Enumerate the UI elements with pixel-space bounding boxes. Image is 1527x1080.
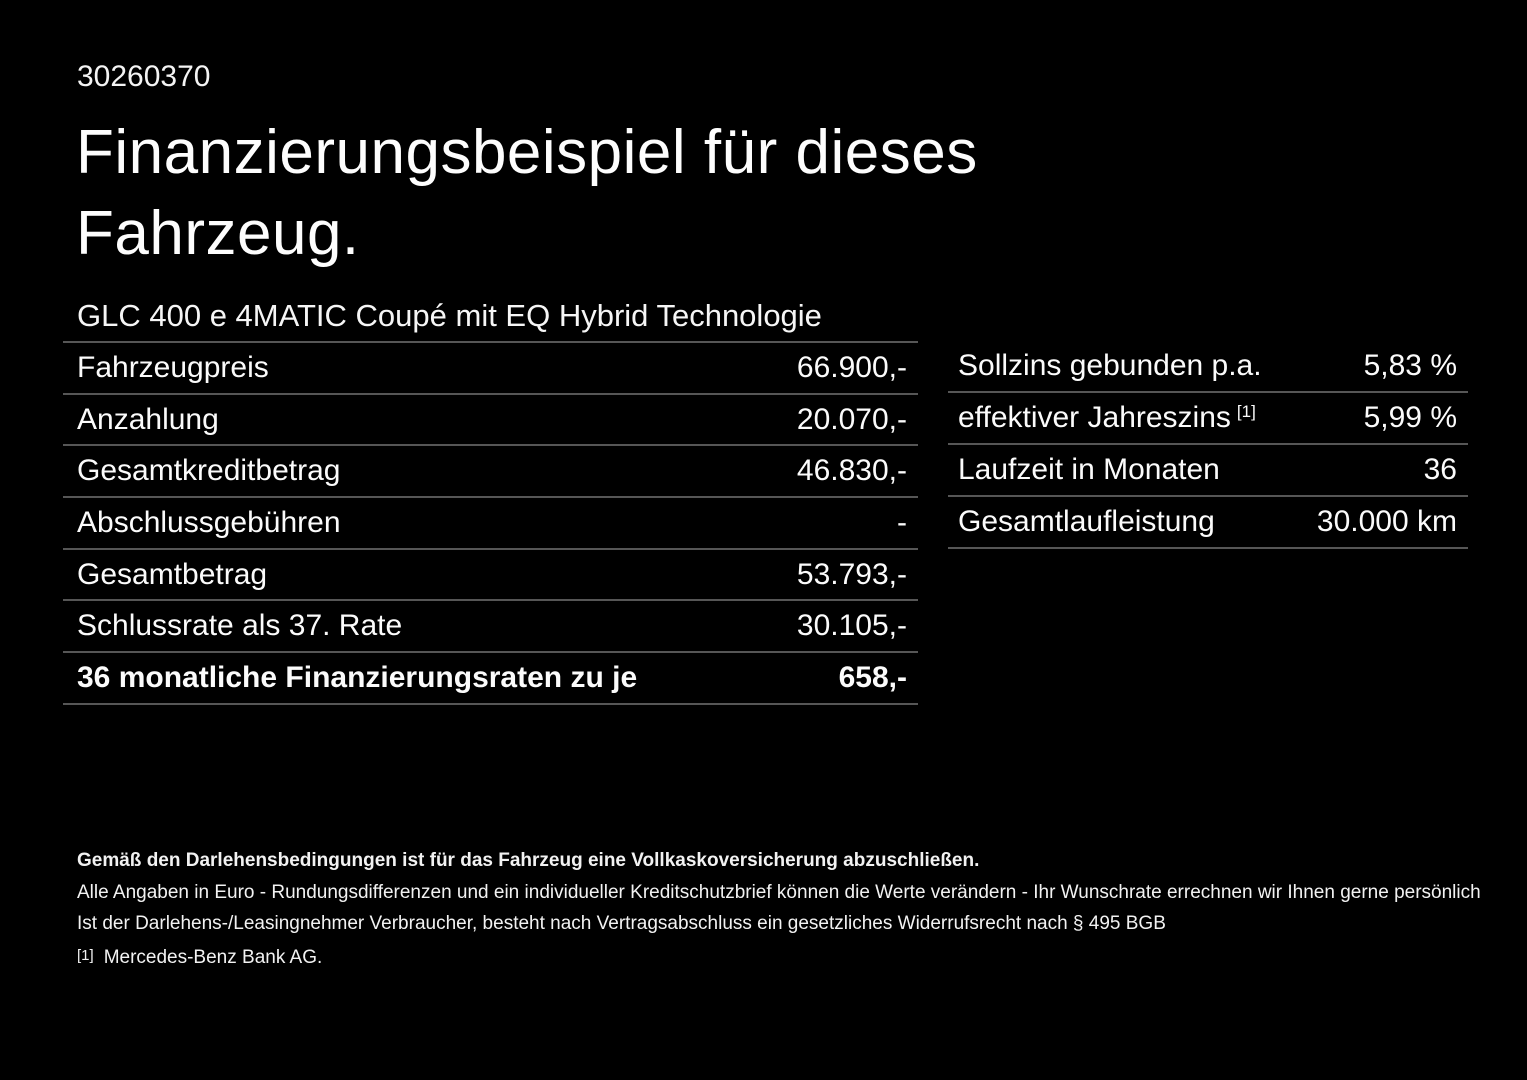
row-label: Abschlussgebühren	[77, 505, 341, 539]
condition-row-total-mileage: Gesamtlaufleistung 30.000 km	[948, 497, 1468, 549]
finance-row-final-installment: Schlussrate als 37. Rate 30.105,-	[63, 601, 918, 654]
condition-row-nominal-interest: Sollzins gebunden p.a. 5,83 %	[948, 341, 1468, 393]
vehicle-name: GLC 400 e 4MATIC Coupé mit EQ Hybrid Tec…	[77, 298, 822, 333]
row-value: 5,99 %	[1363, 401, 1457, 434]
row-value: 53.793,-	[796, 557, 907, 591]
condition-row-effective-interest: effektiver Jahreszins [1] 5,99 %	[948, 393, 1468, 445]
row-value: 30.105,-	[796, 609, 907, 643]
finance-table: Fahrzeugpreis 66.900,- Anzahlung 20.070,…	[63, 341, 918, 705]
row-value: 46.830,-	[796, 454, 907, 488]
page-title: Finanzierungsbeispiel für dieses Fahrzeu…	[76, 112, 978, 274]
row-label: Sollzins gebunden p.a.	[958, 349, 1262, 382]
footnote-ref-marker: [1]	[1236, 402, 1256, 421]
row-value: 30.000 km	[1316, 505, 1457, 538]
finance-row-monthly-rate: 36 monatliche Finanzierungsraten zu je 6…	[63, 653, 918, 705]
footnote-ref-marker: [1]	[77, 946, 94, 964]
page-title-line-1: Finanzierungsbeispiel für dieses	[76, 118, 978, 187]
row-label: effektiver Jahreszins [1]	[958, 401, 1256, 434]
page-title-line-2: Fahrzeug.	[76, 199, 360, 268]
finance-row-down-payment: Anzahlung 20.070,-	[63, 395, 918, 447]
row-label: Anzahlung	[77, 402, 219, 436]
footnote-ref-text: Mercedes-Benz Bank AG.	[103, 946, 323, 968]
finance-row-total-credit: Gesamtkreditbetrag 46.830,-	[63, 446, 918, 499]
row-label: Gesamtlaufleistung	[958, 505, 1215, 538]
row-label: Gesamtbetrag	[77, 557, 268, 591]
row-value: 658,-	[838, 660, 907, 694]
finance-row-closing-fees: Abschlussgebühren -	[63, 498, 918, 550]
condition-row-term-months: Laufzeit in Monaten 36	[948, 445, 1468, 497]
row-value: 5,83 %	[1363, 349, 1457, 382]
finance-row-vehicle-price: Fahrzeugpreis 66.900,-	[63, 343, 918, 395]
conditions-table: Sollzins gebunden p.a. 5,83 % effektiver…	[948, 341, 1468, 549]
row-label: 36 monatliche Finanzierungsraten zu je	[77, 660, 638, 694]
row-label: Laufzeit in Monaten	[958, 453, 1220, 486]
row-value: 66.900,-	[796, 350, 907, 384]
row-value: 36	[1423, 453, 1457, 486]
offer-id: 30260370	[77, 60, 211, 93]
row-value: 20.070,-	[796, 402, 907, 436]
footnote-disclaimer: Alle Angaben in Euro - Rundungsdifferenz…	[77, 881, 1481, 903]
row-label: Fahrzeugpreis	[77, 350, 269, 384]
footnotes: Gemäß den Darlehensbedingungen ist für d…	[77, 845, 1527, 974]
row-value: -	[897, 505, 907, 539]
footnote-withdrawal: Ist der Darlehens-/Leasingnehmer Verbrau…	[77, 913, 1166, 934]
row-label: Gesamtkreditbetrag	[77, 454, 341, 488]
row-label: Schlussrate als 37. Rate	[77, 609, 403, 643]
footnote-insurance: Gemäß den Darlehensbedingungen ist für d…	[77, 850, 980, 871]
finance-row-total-amount: Gesamtbetrag 53.793,-	[63, 550, 918, 602]
footnote-bank-reference: [1] Mercedes-Benz Bank AG.	[77, 942, 1527, 975]
